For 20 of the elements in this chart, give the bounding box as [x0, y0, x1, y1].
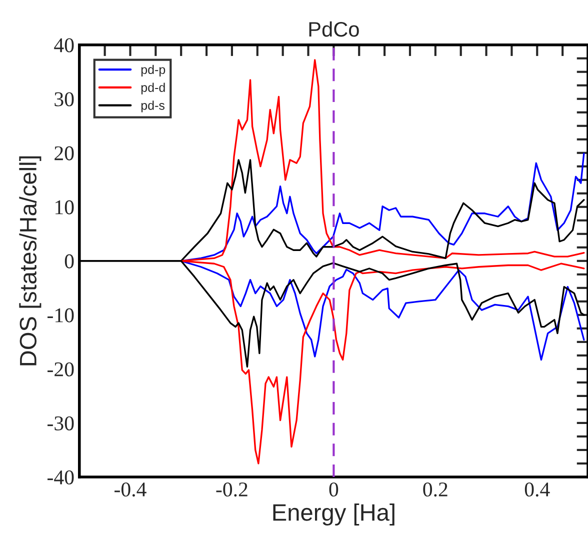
x-tick-label: 0.2	[423, 482, 448, 497]
x-tick-label: -0.4	[114, 482, 146, 497]
y-tick-label: -20	[48, 362, 74, 376]
x-tick-label: 0.4	[524, 482, 550, 497]
y-tick-label: -30	[48, 416, 74, 430]
x-tick-label: 0	[329, 482, 338, 497]
y-axis-title: DOS [states/Ha/cell]	[19, 156, 42, 366]
x-tick-label: -0.2	[216, 482, 248, 497]
legend-label: pd-s	[141, 100, 164, 112]
y-tick-label: 10	[56, 200, 74, 214]
y-tick-label: -40	[48, 470, 74, 484]
y-tick-label: -10	[48, 308, 74, 322]
chart-title: PdCo	[309, 21, 359, 37]
y-tick-label: 0	[64, 254, 74, 268]
y-tick-label: 40	[54, 38, 74, 52]
y-tick-label: 30	[54, 92, 74, 106]
legend-label: pd-p	[141, 64, 166, 77]
x-axis-title: Energy [Ha]	[273, 504, 394, 526]
y-tick-label: 20	[54, 146, 74, 160]
legend-label: pd-d	[141, 82, 165, 94]
